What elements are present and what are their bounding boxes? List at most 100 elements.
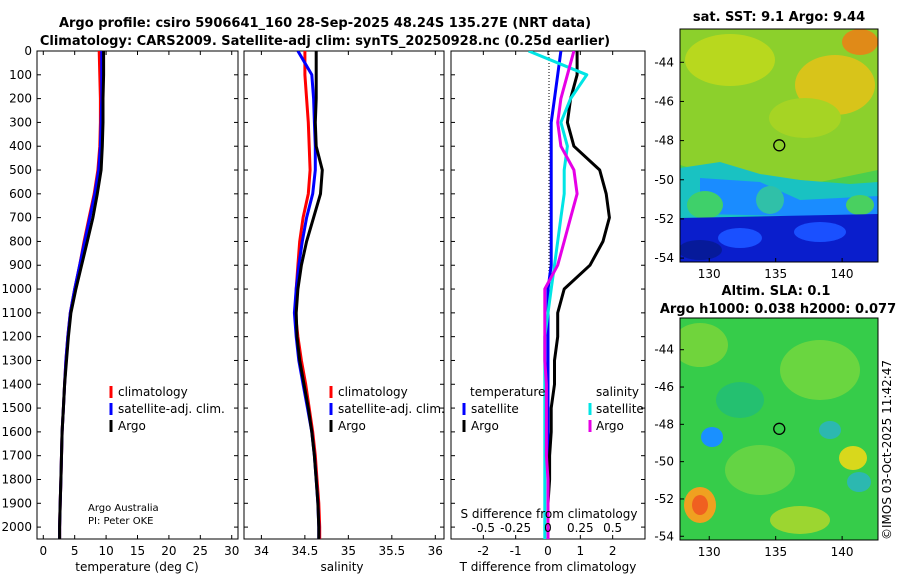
difference-xtick-label--2: -2 xyxy=(477,544,489,558)
salinity-series-argo xyxy=(294,51,324,539)
difference-legend-salinity-title: salinity xyxy=(596,385,639,399)
depth-tick-label-400: 400 xyxy=(9,139,32,153)
sla-high-patch-3 xyxy=(839,446,867,470)
sla_map-xtick-label-140: 140 xyxy=(831,545,854,559)
sla_map-ytick-label--46: -46 xyxy=(654,380,674,394)
depth-tick-label-1000: 1000 xyxy=(1,282,32,296)
temperature-x-ticks: 0 5 10 15 20 25 30 xyxy=(39,51,239,558)
difference-series-t-argo xyxy=(546,51,611,539)
difference-salinity-ticks: -0.5 -0.25 0 0.25 0.5 xyxy=(472,521,623,535)
credit-line2: PI: Peter OKE xyxy=(88,516,153,527)
sst-map-panel: sat. SST: 9.1 Argo: 9.44 130 135 140 -44 -46… xyxy=(654,10,879,281)
salinity-diff-tick-label-4: 0.5 xyxy=(603,521,622,535)
salinity-x-ticks: 34 34.5 35 35.5 36 xyxy=(254,51,443,558)
difference-legend-t-satellite: satellite xyxy=(471,402,519,416)
temperature-legend-climatology: climatology xyxy=(118,385,188,399)
sla_map-ytick-label--52: -52 xyxy=(654,492,674,506)
sla-low-patch-3 xyxy=(847,472,871,492)
depth-tick-label-1300: 1300 xyxy=(1,353,32,367)
sla_map-ytick-label--50: -50 xyxy=(654,455,674,469)
difference-legend-s-satellite: satellite xyxy=(596,402,644,416)
salinity-lines xyxy=(292,51,324,539)
sst-warm-patch-1 xyxy=(685,34,775,86)
temperature-xtick-label-5: 5 xyxy=(71,544,79,558)
sst_map-ytick-label--44: -44 xyxy=(654,55,674,69)
sst-cool-filament xyxy=(700,178,878,218)
sst-map-ticks: 130 135 140 -44 -46 -48 -50 -52 -54 xyxy=(654,55,853,281)
temperature-legend-argo: Argo xyxy=(118,419,146,433)
temperature-xtick-label-0: 0 xyxy=(39,544,47,558)
sst-cold-patch-3 xyxy=(680,240,722,260)
sst_map-xtick-label-140: 140 xyxy=(831,267,854,281)
temperature-xtick-label-10: 10 xyxy=(98,544,113,558)
difference-series-s-satellite xyxy=(528,51,589,539)
temperature-panel: 0100200300400500600700800900100011001200… xyxy=(1,44,239,574)
salinity-xlabel: salinity xyxy=(320,560,363,574)
temperature-xtick-label-30: 30 xyxy=(224,544,239,558)
sla-high-patch-2 xyxy=(692,495,708,515)
sst_map-ytick-label--46: -46 xyxy=(654,94,674,108)
depth-tick-label-300: 300 xyxy=(9,115,32,129)
difference-legend-s-argo: Argo xyxy=(596,419,624,433)
sla-patch-4 xyxy=(716,382,764,418)
depth-tick-label-1400: 1400 xyxy=(1,377,32,391)
depth-tick-label-800: 800 xyxy=(9,234,32,248)
depth-tick-label-700: 700 xyxy=(9,211,32,225)
difference-series-s-argo xyxy=(543,51,579,539)
difference-x-ticks: -2 -1 0 1 2 xyxy=(477,51,616,558)
salinity-panel: 34 34.5 35 35.5 36 salinity climatology sate… xyxy=(243,50,445,574)
sst-green-eddy-2 xyxy=(756,186,784,214)
sla_map-ytick-label--54: -54 xyxy=(654,529,674,543)
difference-top-label: S difference from climatology xyxy=(461,507,638,521)
salinity-y-ticks xyxy=(244,50,444,528)
sst-map-image xyxy=(680,29,878,262)
sst-green-eddy-3 xyxy=(846,195,874,215)
depth-tick-label-2000: 2000 xyxy=(1,520,32,534)
sla-patch-3 xyxy=(725,445,795,495)
sst-map-frame xyxy=(679,28,879,263)
sla-patch-2 xyxy=(780,340,860,400)
sla-high-patch-4 xyxy=(770,506,830,534)
difference-legend-salinity: salinity satellite Argo xyxy=(588,385,644,433)
sst-cold-patch-2 xyxy=(794,222,846,242)
depth-tick-label-1200: 1200 xyxy=(1,330,32,344)
salinity-legend-satellite: satellite-adj. clim. xyxy=(338,402,445,416)
sst-map-title: sat. SST: 9.1 Argo: 9.44 xyxy=(693,10,865,25)
depth-tick-label-1600: 1600 xyxy=(1,425,32,439)
sla-map-title-line2: Argo h1000: 0.038 h2000: 0.077 xyxy=(660,302,896,317)
depth-tick-label-200: 200 xyxy=(9,92,32,106)
temperature-xtick-label-20: 20 xyxy=(161,544,176,558)
salinity-xtick-label-34: 34 xyxy=(254,544,269,558)
salinity-diff-tick-label-3: 0.25 xyxy=(567,521,594,535)
depth-tick-label-1100: 1100 xyxy=(1,306,32,320)
sla-patch-1 xyxy=(680,323,728,367)
temperature-series-argo xyxy=(58,51,106,539)
sla-map-frame xyxy=(679,317,879,541)
salinity-diff-tick-label-1: -0.25 xyxy=(500,521,531,535)
sla-low-patch-2 xyxy=(819,421,841,439)
salinity-axes-box xyxy=(243,50,445,540)
copyright-text: ©IMOS 03-Oct-2025 11:42:47 xyxy=(880,360,894,540)
difference-y-ticks xyxy=(451,50,645,528)
temperature-lines xyxy=(58,51,106,539)
depth-tick-label-600: 600 xyxy=(9,187,32,201)
sst-warm-patch-4 xyxy=(769,98,841,138)
depth-tick-label-1800: 1800 xyxy=(1,472,32,486)
sst-cold-patch-1 xyxy=(718,228,762,248)
sst_map-ytick-label--54: -54 xyxy=(654,251,674,265)
salinity-legend-argo: Argo xyxy=(338,419,366,433)
temperature-xtick-label-25: 25 xyxy=(193,544,208,558)
difference-xtick-label-2: 2 xyxy=(609,544,617,558)
depth-tick-label-1500: 1500 xyxy=(1,401,32,415)
depth-tick-label-100: 100 xyxy=(9,68,32,82)
temperature-legend-satellite: satellite-adj. clim. xyxy=(118,402,225,416)
depth-tick-label-0: 0 xyxy=(24,44,32,58)
depth-tick-label-900: 900 xyxy=(9,258,32,272)
salinity-xtick-label-36: 36 xyxy=(428,544,443,558)
salinity-diff-tick-label-0: -0.5 xyxy=(472,521,495,535)
sst-argo-location-marker xyxy=(773,139,786,152)
difference-lines xyxy=(528,51,611,539)
salinity-xtick-label-35: 35 xyxy=(341,544,356,558)
difference-xtick-label--1: -1 xyxy=(510,544,522,558)
